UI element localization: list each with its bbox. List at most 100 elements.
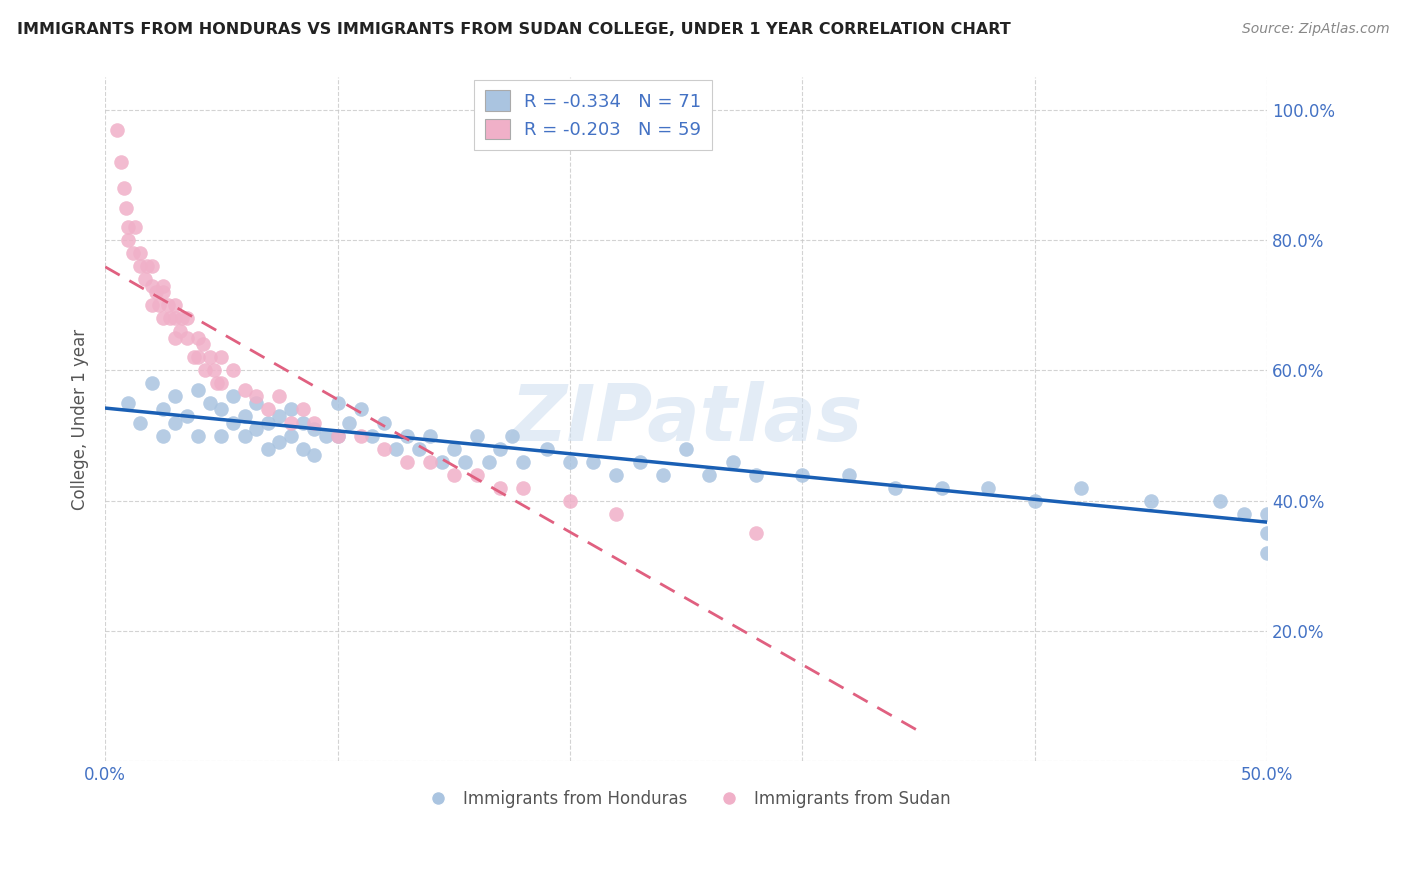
Point (122, 246, 145, 260)
Point (304, 416, 326, 430)
Point (233, 383, 256, 397)
Point (222, 416, 245, 430)
Point (721, 454, 744, 468)
Point (304, 422, 326, 436)
Point (315, 428, 337, 442)
Point (222, 363, 245, 377)
Point (1024, 493, 1046, 508)
Point (651, 467, 673, 482)
Point (465, 467, 488, 482)
Point (129, 246, 152, 260)
Point (257, 402, 280, 417)
Point (430, 454, 453, 468)
Point (117, 220, 139, 235)
Text: IMMIGRANTS FROM HONDURAS VS IMMIGRANTS FROM SUDAN COLLEGE, UNDER 1 YEAR CORRELAT: IMMIGRANTS FROM HONDURAS VS IMMIGRANTS F… (17, 22, 1011, 37)
Point (245, 396, 267, 410)
Point (129, 259, 152, 273)
Point (1256, 507, 1278, 521)
Point (512, 454, 534, 468)
Point (187, 351, 209, 365)
Point (141, 376, 163, 391)
Point (536, 442, 558, 456)
Point (269, 435, 291, 450)
Point (582, 454, 605, 468)
Point (512, 481, 534, 495)
Point (145, 285, 167, 300)
Point (233, 428, 256, 442)
Point (110, 155, 132, 169)
Point (675, 442, 697, 456)
Point (697, 467, 720, 482)
Point (373, 442, 395, 456)
Point (337, 416, 360, 430)
Point (198, 351, 221, 365)
Point (176, 409, 198, 423)
Point (209, 402, 232, 417)
Point (1256, 526, 1278, 541)
Point (419, 454, 441, 468)
Point (187, 428, 209, 442)
Point (291, 416, 314, 430)
Point (558, 493, 581, 508)
Point (209, 376, 232, 391)
Point (141, 278, 163, 293)
Point (205, 376, 228, 391)
Text: ZIPatlas: ZIPatlas (510, 381, 862, 458)
Point (245, 422, 267, 436)
Point (465, 428, 488, 442)
Point (129, 416, 152, 430)
Point (558, 454, 581, 468)
Point (304, 448, 326, 462)
Legend: Immigrants from Honduras, Immigrants from Sudan: Immigrants from Honduras, Immigrants fro… (415, 783, 957, 814)
Point (233, 409, 256, 423)
Point (489, 442, 512, 456)
Point (269, 409, 291, 423)
Point (117, 233, 139, 247)
Point (1256, 546, 1278, 560)
Point (477, 454, 499, 468)
Point (136, 259, 159, 273)
Point (269, 389, 291, 403)
Point (187, 331, 209, 345)
Point (419, 428, 441, 442)
Point (291, 442, 314, 456)
Point (176, 331, 198, 345)
Point (605, 507, 627, 521)
Point (163, 331, 186, 345)
Point (202, 363, 225, 377)
Point (1139, 493, 1161, 508)
Point (209, 428, 232, 442)
Point (187, 383, 209, 397)
Point (838, 467, 860, 482)
Point (605, 467, 627, 482)
Point (163, 298, 186, 312)
Point (443, 442, 465, 456)
Point (112, 181, 135, 195)
Point (152, 311, 174, 326)
Point (176, 311, 198, 326)
Point (159, 311, 181, 326)
Point (124, 220, 146, 235)
Point (163, 389, 186, 403)
Point (792, 467, 814, 482)
Point (245, 389, 267, 403)
Point (163, 416, 186, 430)
Point (1070, 481, 1092, 495)
Point (156, 298, 179, 312)
Point (884, 481, 907, 495)
Point (396, 428, 419, 442)
Point (1233, 507, 1256, 521)
Point (170, 311, 193, 326)
Point (280, 428, 302, 442)
Point (152, 278, 174, 293)
Point (384, 442, 406, 456)
Point (443, 467, 465, 482)
Point (152, 428, 174, 442)
Point (977, 481, 1000, 495)
Point (745, 526, 768, 541)
Point (1209, 493, 1232, 508)
Point (291, 402, 314, 417)
Point (169, 324, 191, 338)
Y-axis label: College, Under 1 year: College, Under 1 year (72, 328, 89, 510)
Point (191, 337, 214, 351)
